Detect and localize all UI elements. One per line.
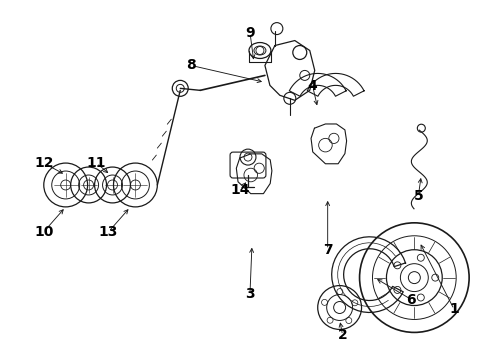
Text: 2: 2 xyxy=(338,328,347,342)
Text: 4: 4 xyxy=(308,79,318,93)
Text: 3: 3 xyxy=(245,287,255,301)
Text: 13: 13 xyxy=(99,225,118,239)
Text: 7: 7 xyxy=(323,243,333,257)
Text: 9: 9 xyxy=(245,26,255,40)
Text: 8: 8 xyxy=(186,58,196,72)
Text: 6: 6 xyxy=(407,293,416,306)
Text: 10: 10 xyxy=(34,225,53,239)
Text: 5: 5 xyxy=(414,189,423,203)
Text: 1: 1 xyxy=(449,302,459,316)
Text: 11: 11 xyxy=(87,156,106,170)
Text: 14: 14 xyxy=(230,183,250,197)
Text: 12: 12 xyxy=(34,156,53,170)
